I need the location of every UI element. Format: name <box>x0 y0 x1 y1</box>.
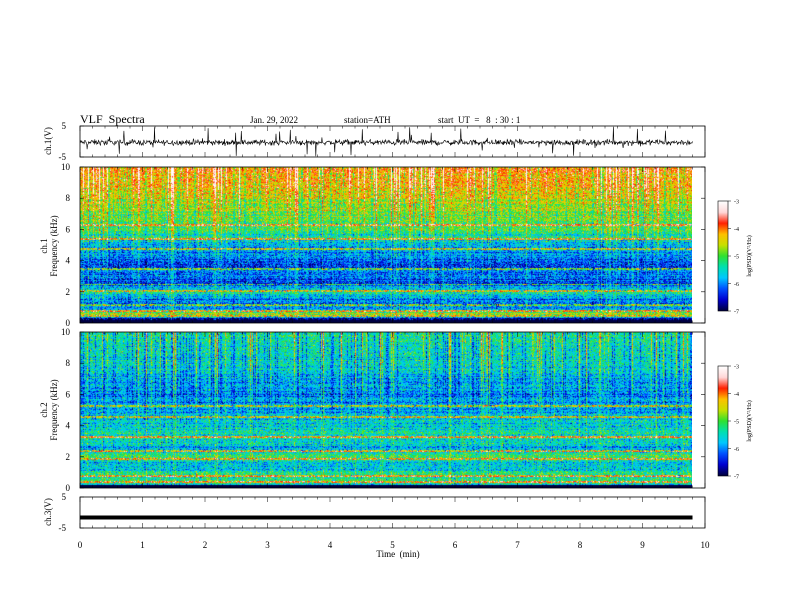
station-label: station=ATH <box>344 115 391 125</box>
date-label: Jan. 29, 2022 <box>250 115 298 125</box>
frequency-tick-label: 2 <box>66 287 71 297</box>
time-tick-label: 4 <box>328 540 333 550</box>
frequency-tick-label: 6 <box>66 389 71 399</box>
colorbar-tick-label: -3 <box>734 365 739 371</box>
frequency-tick-label: 6 <box>66 224 71 234</box>
colorbar-1-ticks: -3 -4 -5 -6 -7 <box>728 200 739 316</box>
ch1-waveform-frame <box>79 125 706 158</box>
time-tick-label: 3 <box>265 540 270 550</box>
colorbar-tick-label: -7 <box>734 310 739 316</box>
colorbar-2-label: log(PSD)(V²/Hz) <box>746 400 753 441</box>
colorbar-2: -3 -4 -5 -6 -7 log(PSD)(V²/Hz) <box>718 365 753 481</box>
colorbar-tick-label: -4 <box>734 227 739 233</box>
colorbar-tick-label: -4 <box>734 392 739 398</box>
colorbar-tick-label: -5 <box>734 255 739 261</box>
colorbar-2-gradient-area <box>718 366 728 476</box>
colorbar-1-label: log(PSD)(V²/Hz) <box>746 235 753 276</box>
colorbar-1-gradient <box>718 201 728 311</box>
figure-title: VLF Spectra <box>80 112 145 126</box>
time-tick-label: 7 <box>515 540 520 550</box>
frequency-tick-label: 4 <box>66 421 71 431</box>
time-axis-label: Time (min) <box>376 549 419 559</box>
ch2-spectrogram-frame <box>79 331 706 489</box>
frequency-tick-label: 10 <box>61 162 71 172</box>
ch1-ylabel: ch.1(V) <box>43 127 53 155</box>
colorbar-tick-label: -6 <box>734 447 739 453</box>
colorbar-2-frame <box>717 365 729 477</box>
colorbar-tick-label: -3 <box>734 200 739 206</box>
time-tick-label: 2 <box>203 540 208 550</box>
ch1-spec-ylabel-bottom: Frequency (kHz) <box>49 215 59 276</box>
ch1-spec-ylabel-top: ch.1 <box>39 238 49 253</box>
ch2-spec-ylabel-bottom: Frequency (kHz) <box>49 379 59 440</box>
frequency-tick-label: 8 <box>66 358 71 368</box>
time-axis: 0 1 2 3 4 5 6 7 8 9 10 <box>78 126 710 550</box>
time-tick-label: 8 <box>578 540 583 550</box>
time-tick-label: 0 <box>78 540 83 550</box>
frequency-tick-label: 0 <box>66 318 71 328</box>
ch1-spectrogram-image <box>80 167 692 323</box>
ch2-spectrogram-area <box>80 332 692 488</box>
ch2-spectrogram-panel: 0 2 4 6 8 10 ch.2 Frequency (kHz) <box>39 327 705 493</box>
colorbar-1-frame <box>717 200 729 312</box>
colorbar-1: -3 -4 -5 -6 -7 log(PSD)(V²/Hz) <box>718 200 753 316</box>
colorbar-2-gradient <box>718 366 728 476</box>
start-time-label: start UT = 8 : 30 : 1 <box>438 115 520 125</box>
frequency-tick-label: 4 <box>66 256 71 266</box>
colorbar-tick-label: -7 <box>734 475 739 481</box>
time-tick-label: 6 <box>453 540 458 550</box>
time-tick-label: 1 <box>140 540 145 550</box>
colorbar-2-ticks: -3 -4 -5 -6 -7 <box>728 365 739 481</box>
ch1-ytick-label: -5 <box>59 152 67 162</box>
frequency-tick-label: 0 <box>66 483 71 493</box>
colorbar-1-gradient-area <box>718 201 728 311</box>
ch1-spectrogram-panel: 0 2 4 6 8 10 ch.1 Frequency (kHz) <box>39 162 705 328</box>
time-tick-label: 5 <box>390 540 395 550</box>
ch1-waveform-trace <box>79 126 693 157</box>
ch1-spectrogram-frame <box>79 166 706 324</box>
ch2-spectrogram-image <box>80 332 692 488</box>
time-tick-label: 10 <box>701 540 711 550</box>
colorbar-tick-label: -6 <box>734 282 739 288</box>
ch3-ytick-label: 5 <box>62 492 67 502</box>
ch3-ytick-label: -5 <box>59 523 67 533</box>
time-tick-label: 9 <box>640 540 645 550</box>
frequency-tick-label: 2 <box>66 452 71 462</box>
ch1-spectrogram-area <box>80 167 692 323</box>
ch3-waveform-frame <box>79 496 706 529</box>
ch3-ylabel: ch.3(V) <box>43 498 53 526</box>
colorbar-tick-label: -5 <box>734 420 739 426</box>
frequency-tick-label: 10 <box>61 327 71 337</box>
ch1-ytick-label: 5 <box>62 121 67 131</box>
ch2-spec-ylabel-top: ch.2 <box>39 402 49 417</box>
frequency-tick-label: 8 <box>66 193 71 203</box>
